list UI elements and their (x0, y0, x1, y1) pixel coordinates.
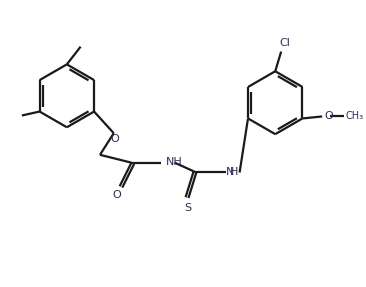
Text: O: O (324, 111, 333, 121)
Text: NH: NH (166, 157, 183, 167)
Text: S: S (184, 203, 191, 213)
Text: N: N (226, 166, 234, 177)
Text: H: H (230, 166, 238, 177)
Text: CH₃: CH₃ (346, 111, 364, 121)
Text: Cl: Cl (280, 38, 291, 48)
Text: O: O (112, 190, 121, 200)
Text: O: O (111, 134, 119, 144)
